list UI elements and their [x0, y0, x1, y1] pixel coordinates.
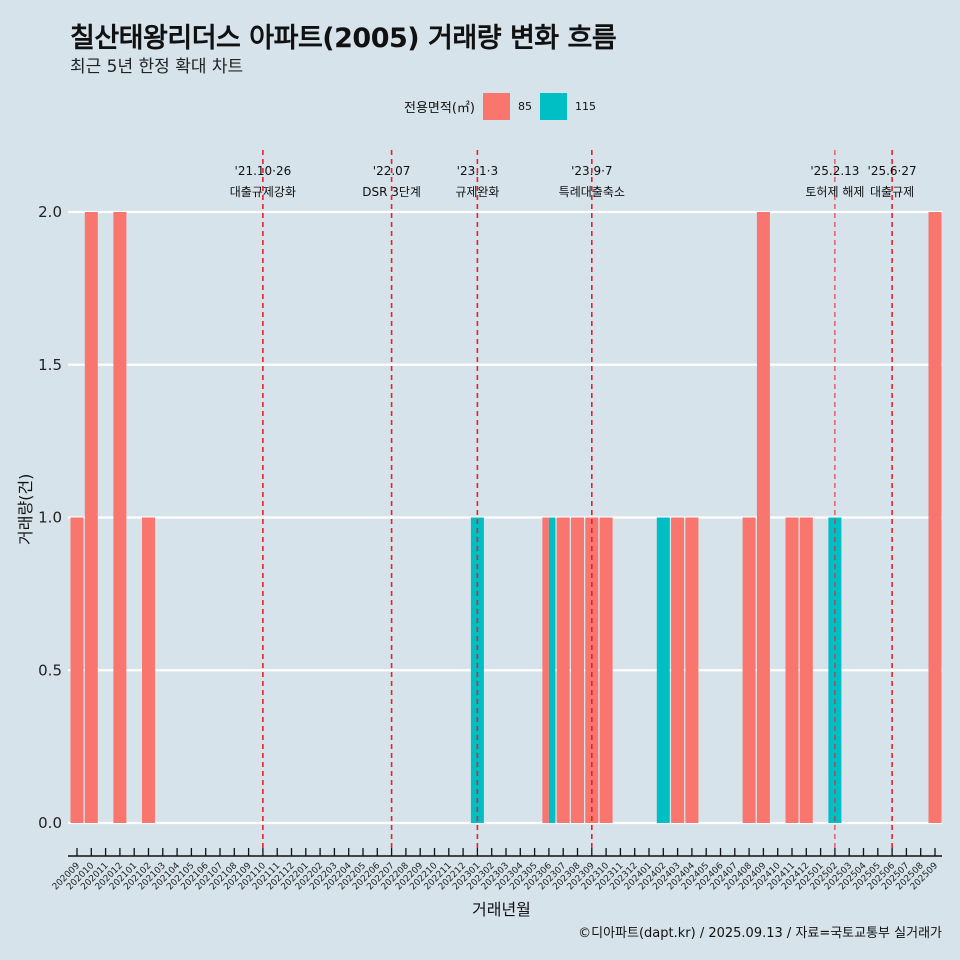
y-tick-label: 1.5: [38, 356, 62, 374]
bar-85-202309: [585, 517, 599, 823]
bar-115-202301: [470, 517, 484, 823]
event-label: 대출규제강화: [230, 185, 296, 199]
y-tick-label: 0.5: [38, 661, 62, 679]
bar-85-202307: [556, 517, 570, 823]
bar-85-202310: [599, 517, 613, 823]
bar-85-202408: [742, 517, 756, 823]
bar-85-202010: [84, 212, 98, 823]
y-tick-label: 1.0: [38, 509, 62, 527]
event-label: 특례대출축소: [559, 185, 625, 199]
event-label: DSR 3단계: [362, 185, 421, 199]
legend-title: 전용면적(㎡): [404, 101, 475, 116]
bar-85-202411: [785, 517, 799, 823]
bar-85-202412: [799, 517, 813, 823]
bar-85-202404: [685, 517, 699, 823]
y-tick-label: 2.0: [38, 203, 62, 221]
event-date: '23.1·3: [457, 164, 498, 178]
event-date: '25.2.13: [810, 164, 859, 178]
event-date: '23.9·7: [571, 164, 612, 178]
bar-85-202012: [113, 212, 127, 823]
bar-85-202509: [928, 212, 942, 823]
event-label: 규제완화: [455, 185, 499, 199]
event-label: 대출규제: [870, 185, 914, 199]
event-date: '22.07: [373, 164, 411, 178]
bar-85-202009: [70, 517, 84, 823]
y-axis-title: 거래량(건): [16, 473, 35, 545]
chart-subtitle: 최근 5년 한정 확대 차트: [70, 57, 244, 77]
bar-115-202402: [656, 517, 670, 823]
legend-swatch-85: [482, 93, 510, 120]
event-label: 토허제 해제: [805, 185, 864, 199]
y-tick-label: 0.0: [38, 814, 62, 832]
bar-85-202306: [542, 517, 549, 823]
legend-label-115: 115: [574, 100, 596, 113]
event-date: '25.6·27: [868, 164, 917, 178]
bar-115-202306: [548, 517, 556, 823]
legend: 전용면적(㎡) 85 115: [404, 93, 604, 120]
bar-85-202102: [142, 517, 155, 823]
legend-label-85: 85: [517, 100, 532, 113]
event-date: '21.10·26: [235, 164, 292, 178]
bar-85-202403: [671, 517, 685, 823]
source-caption: ©디아파트(dapt.kr) / 2025.09.13 / 자료=국토교통부 실…: [578, 926, 942, 941]
bar-85-202308: [571, 517, 584, 823]
bar-115-202502: [828, 517, 842, 823]
bar-85-202409: [756, 212, 770, 823]
x-axis-title: 거래년월: [472, 900, 531, 919]
chart-title: 칠산태왕리더스 아파트(2005) 거래량 변화 흐름: [70, 23, 617, 54]
legend-swatch-115: [539, 93, 567, 120]
